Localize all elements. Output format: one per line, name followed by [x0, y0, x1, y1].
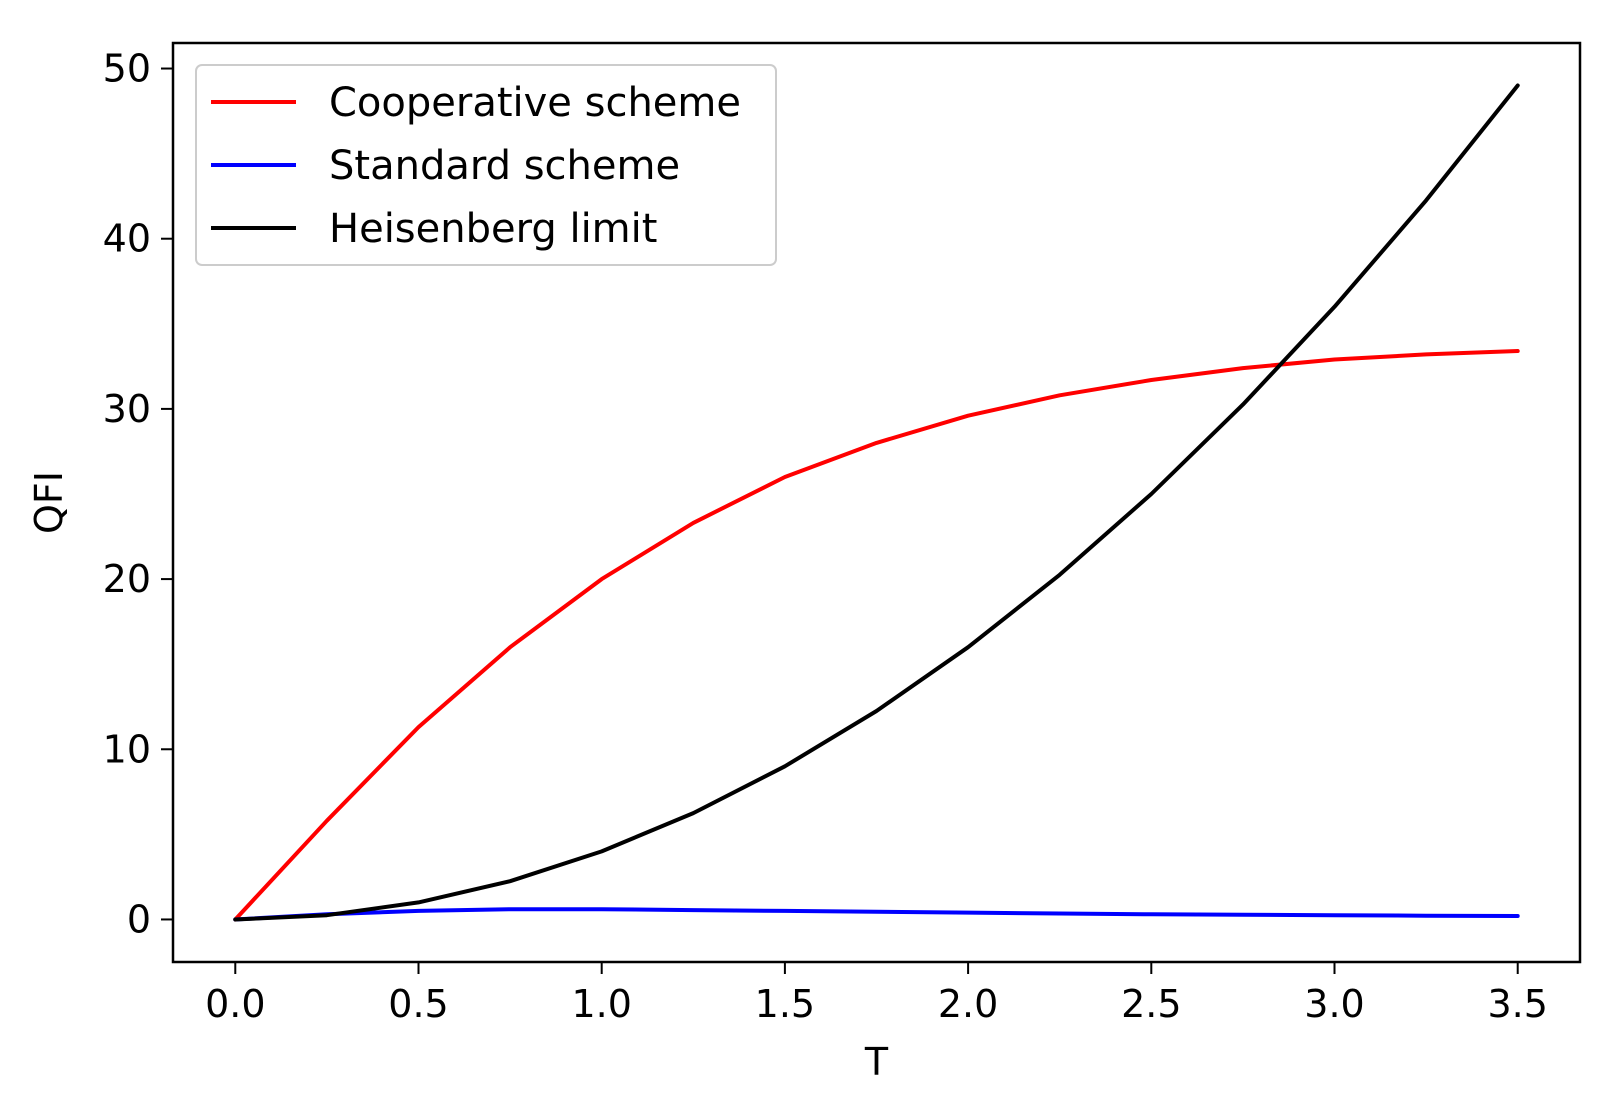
x-tick-label: 0.5 — [388, 982, 448, 1026]
legend-box — [195, 64, 777, 266]
y-tick-label: 30 — [103, 387, 151, 431]
legend-label-2: Standard scheme — [329, 143, 680, 189]
legend-label-1: Cooperative scheme — [329, 80, 741, 126]
y-axis-label: QFI — [27, 471, 71, 534]
series-line-2 — [233, 907, 1520, 922]
x-tick-label: 2.5 — [1121, 982, 1181, 1026]
x-tick-label: 0.0 — [205, 982, 265, 1026]
plot-frame — [171, 41, 1582, 964]
legend-label-3: Heisenberg limit — [329, 206, 657, 252]
series-line-1 — [233, 349, 1520, 922]
x-tick-label: 3.5 — [1487, 982, 1547, 1026]
x-axis-label: T — [864, 1040, 889, 1084]
x-tick-label: 1.0 — [571, 982, 631, 1026]
x-tick-label: 2.0 — [938, 982, 998, 1026]
y-tick-label: 20 — [103, 557, 151, 601]
y-tick-label: 40 — [103, 217, 151, 261]
legend: Cooperative scheme Standard scheme Heisenb… — [195, 64, 777, 266]
axes: 0.0 0.5 1.0 1.5 2.0 2.5 3.0 3.5 0 10 20 30 40 50 — [103, 41, 1582, 1026]
y-tick-label: 0 — [127, 897, 151, 941]
y-tick-label: 10 — [103, 727, 151, 771]
x-tick-label: 3.0 — [1304, 982, 1364, 1026]
y-tick-label: 50 — [103, 47, 151, 91]
series-line-3 — [233, 83, 1520, 922]
plot-area — [233, 83, 1520, 922]
x-tick-label: 1.5 — [755, 982, 815, 1026]
